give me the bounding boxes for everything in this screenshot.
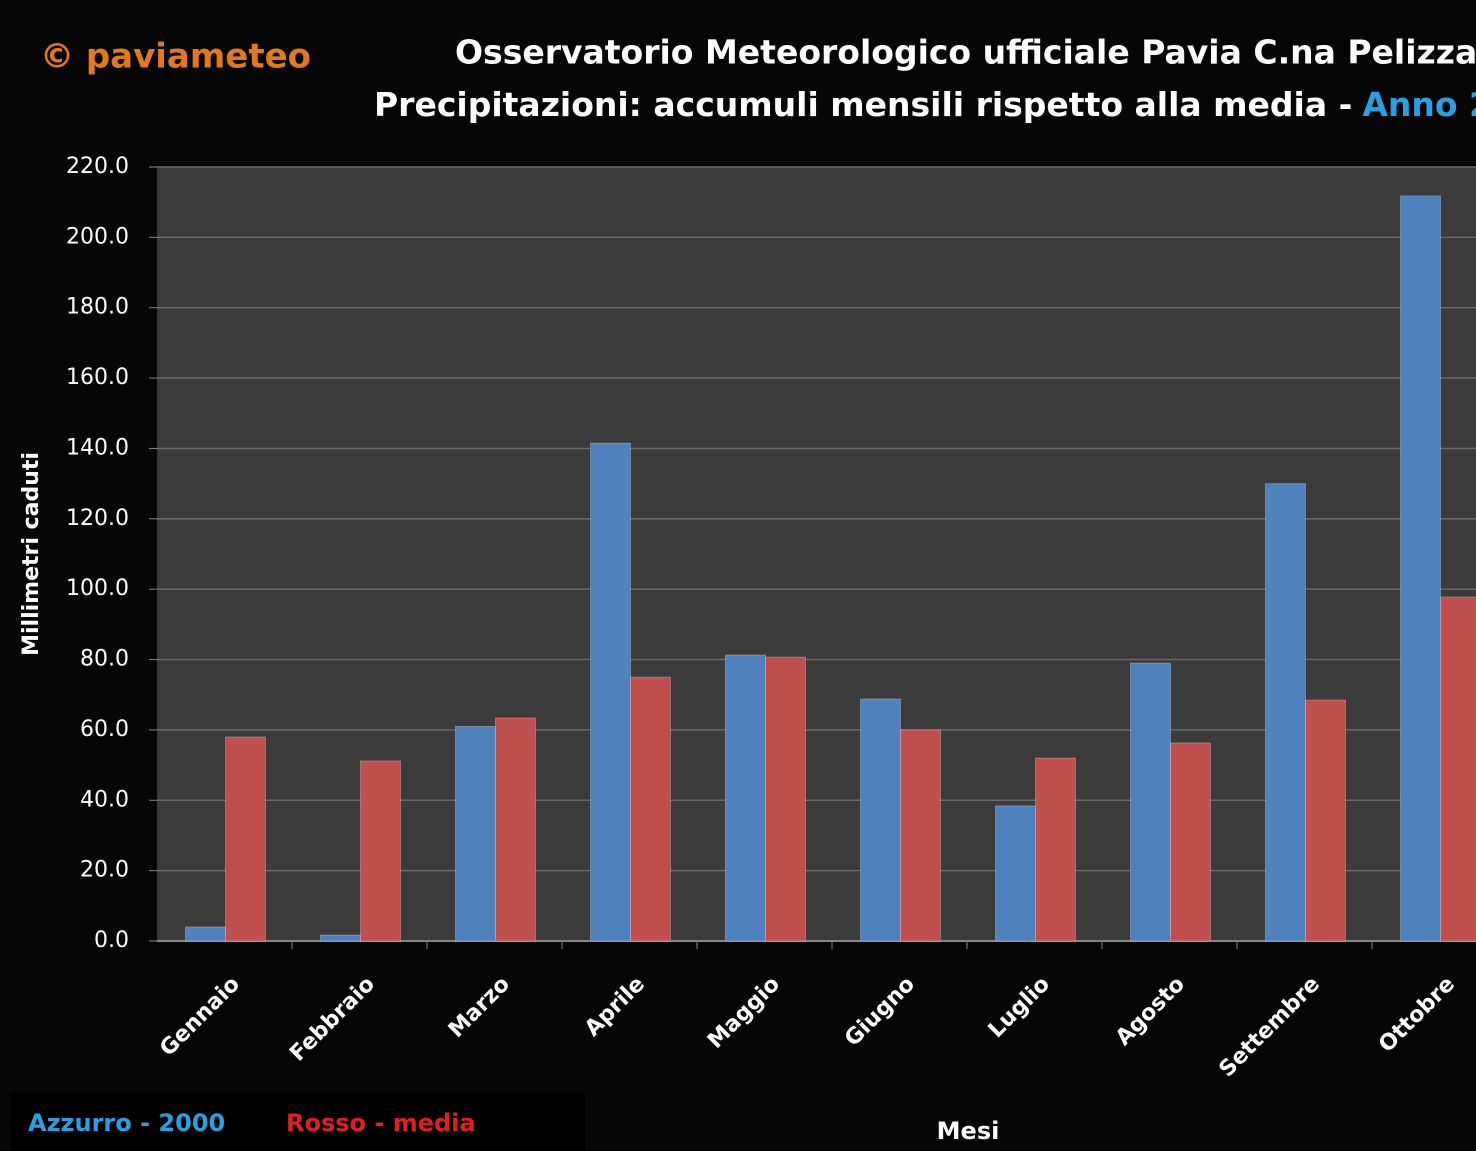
legend-label: Azzurro - 2000 bbox=[28, 1109, 225, 1137]
bar bbox=[455, 725, 496, 942]
y-axis-label: Millimetri caduti bbox=[19, 452, 44, 656]
bar bbox=[725, 654, 766, 942]
bar bbox=[320, 934, 361, 942]
y-tick-label: 200.0 bbox=[66, 224, 129, 249]
bar bbox=[1130, 662, 1171, 942]
subtitle-text: Precipitazioni: accumuli mensili rispett… bbox=[374, 85, 1352, 124]
bar bbox=[1035, 757, 1076, 942]
bar bbox=[630, 676, 671, 942]
bar bbox=[495, 717, 536, 942]
y-tick-label: 180.0 bbox=[66, 295, 129, 320]
y-tick-label: 60.0 bbox=[80, 717, 129, 742]
bar bbox=[185, 926, 226, 942]
bar bbox=[1305, 699, 1346, 942]
bar bbox=[225, 736, 266, 942]
bar bbox=[590, 442, 631, 942]
subtitle-highlight: Anno 2 bbox=[1362, 85, 1476, 124]
bar bbox=[900, 729, 941, 942]
bar bbox=[995, 805, 1036, 942]
watermark: © paviameteo bbox=[40, 37, 311, 77]
y-tick-label: 0.0 bbox=[94, 928, 129, 953]
bar bbox=[860, 698, 901, 942]
y-tick-label: 100.0 bbox=[66, 576, 129, 601]
y-tick-label: 40.0 bbox=[80, 787, 129, 812]
bar bbox=[765, 656, 806, 942]
chart-title: Osservatorio Meteorologico ufficiale Pav… bbox=[455, 33, 1476, 72]
bar bbox=[360, 760, 401, 942]
x-axis-label: Mesi bbox=[937, 1117, 1000, 1145]
bar bbox=[1440, 596, 1476, 942]
bar bbox=[1170, 742, 1211, 942]
legend-label: Rosso - media bbox=[286, 1109, 476, 1137]
y-tick-label: 20.0 bbox=[80, 858, 129, 883]
y-tick-label: 220.0 bbox=[66, 154, 129, 179]
legend-box bbox=[10, 1092, 585, 1151]
y-tick-label: 120.0 bbox=[66, 506, 129, 531]
y-tick-label: 140.0 bbox=[66, 435, 129, 460]
y-tick-label: 160.0 bbox=[66, 365, 129, 390]
y-tick-label: 80.0 bbox=[80, 647, 129, 672]
bar bbox=[1400, 195, 1441, 942]
bar bbox=[1265, 483, 1306, 942]
chart-subtitle: Precipitazioni: accumuli mensili rispett… bbox=[374, 85, 1476, 124]
